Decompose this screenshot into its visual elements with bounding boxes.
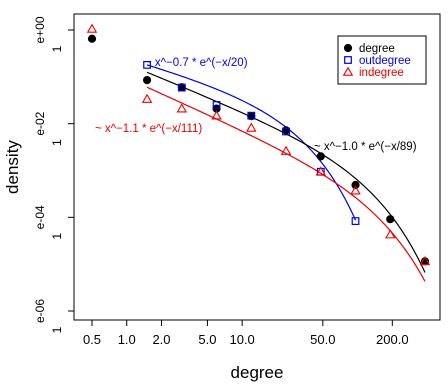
y-tick-label-mantissa: 1 [50, 233, 64, 240]
fit-curve [146, 64, 357, 221]
x-tick-label: 10.0 [229, 332, 254, 347]
indegree-point [86, 23, 98, 33]
indegree-point [211, 110, 222, 120]
degree-point [142, 76, 152, 85]
legend-label-outdegree: outdegree [359, 55, 411, 67]
y-tick-label-exponent: e-04 [33, 205, 47, 229]
legend-box [337, 35, 427, 85]
indegree-point [280, 145, 292, 155]
degree-point [87, 34, 97, 43]
x-tick-label: 2.0 [152, 332, 170, 347]
y-tick-label-exponent: e-06 [33, 299, 47, 323]
x-axis: 0.5 1.0 2.0 5.0 10.0 50.0 200.0 [83, 320, 409, 347]
degree-point [316, 152, 325, 161]
x-tick-label: 1.0 [118, 332, 136, 347]
x-axis-title: degree [231, 363, 284, 382]
fit-label: ~ x^−1.1 * e^(−x/111) [95, 123, 202, 135]
degree-point [386, 215, 395, 224]
plot-area [73, 13, 441, 321]
legend-marker-indegree [342, 66, 354, 76]
indegree-point [419, 255, 431, 266]
outdegree-point [282, 127, 290, 136]
fit-labels: ~ x^−0.7 * e^(−x/20) ~ x^−1.1 * e^(−x/111… [95, 57, 417, 153]
y-tick-label-exponent: e-02 [33, 111, 47, 135]
y-tick-label-exponent: e+00 [33, 16, 47, 43]
legend-label-degree: degree [359, 43, 395, 55]
legend-label-indegree: indegree [359, 67, 404, 79]
outdegree-point [212, 101, 221, 109]
x-tick-label: 200.0 [376, 332, 409, 347]
legend-marker-outdegree [344, 56, 352, 64]
x-tick-label: 5.0 [198, 332, 216, 347]
indegree-point [176, 103, 188, 113]
degree-point [351, 180, 360, 190]
indegree-point [315, 166, 327, 176]
fit-curve [146, 86, 426, 282]
y-tick-label-mantissa: 1 [50, 139, 64, 146]
indegree-point [350, 185, 361, 195]
data-points [86, 23, 431, 266]
outdegree-point [351, 217, 360, 225]
outdegree-point [177, 83, 186, 92]
outdegree-point [247, 111, 256, 120]
fit-label: ~ x^−0.7 * e^(−x/20) [145, 57, 248, 69]
indegree-point [385, 229, 396, 239]
fit-label: ~ x^−1.0 * e^(−x/89) [314, 141, 417, 153]
x-tick-label: 50.0 [310, 332, 335, 347]
y-tick-label-mantissa: 1 [50, 326, 64, 333]
y-tick-label-mantissa: 1 [50, 45, 64, 52]
outdegree-point [143, 60, 151, 69]
legend-marker-degree [343, 43, 353, 53]
x-tick-label: 0.5 [83, 332, 101, 347]
indegree-point [246, 122, 257, 132]
y-axis-title: density [3, 140, 22, 194]
indegree-point [141, 93, 153, 103]
